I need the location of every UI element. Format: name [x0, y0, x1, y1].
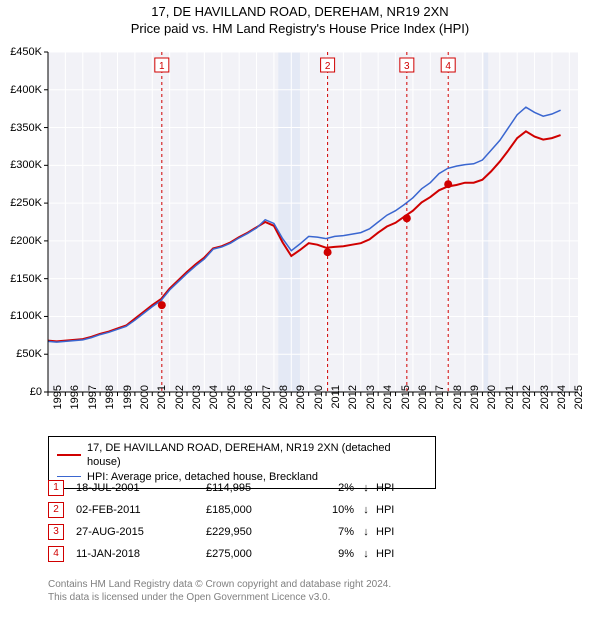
- x-tick-label: 2010: [313, 385, 325, 415]
- plot-background: [48, 52, 578, 392]
- y-tick-label: £300K: [2, 159, 42, 171]
- x-tick-label: 2021: [504, 385, 516, 415]
- recession-band: [484, 52, 488, 392]
- sale-row-marker: 2: [48, 502, 64, 518]
- sale-row-hpi: HPI: [376, 526, 406, 538]
- x-tick-label: 2004: [208, 385, 220, 415]
- down-arrow-icon: ↓: [356, 482, 376, 494]
- x-tick-label: 2019: [469, 385, 481, 415]
- x-tick-label: 2016: [417, 385, 429, 415]
- sale-marker-number: 4: [445, 61, 451, 72]
- x-tick-label: 2002: [174, 385, 186, 415]
- sale-row-marker: 1: [48, 480, 64, 496]
- x-tick-label: 2023: [539, 385, 551, 415]
- sale-marker-number: 2: [325, 61, 331, 72]
- sale-row-price: £229,950: [206, 526, 306, 538]
- root: 17, DE HAVILLAND ROAD, DEREHAM, NR19 2XN…: [0, 4, 600, 620]
- sale-marker-dot: [403, 214, 411, 222]
- sale-marker-number: 3: [404, 61, 410, 72]
- sales-row: 2 02-FEB-2011£185,00010%↓HPI: [48, 502, 406, 518]
- sale-row-price: £185,000: [206, 504, 306, 516]
- attribution: Contains HM Land Registry data © Crown c…: [48, 578, 391, 604]
- sale-row-date: 18-JUL-2001: [76, 482, 206, 494]
- x-tick-label: 2009: [295, 385, 307, 415]
- attribution-line-2: This data is licensed under the Open Gov…: [48, 591, 391, 604]
- x-tick-label: 2013: [365, 385, 377, 415]
- sale-marker-dot: [158, 301, 166, 309]
- sale-row-price: £275,000: [206, 548, 306, 560]
- sale-marker-dot: [324, 248, 332, 256]
- x-tick-label: 2012: [347, 385, 359, 415]
- down-arrow-icon: ↓: [356, 526, 376, 538]
- x-tick-label: 2025: [573, 385, 585, 415]
- sale-row-date: 11-JAN-2018: [76, 548, 206, 560]
- x-tick-label: 1996: [69, 385, 81, 415]
- y-tick-label: £200K: [2, 235, 42, 247]
- down-arrow-icon: ↓: [356, 548, 376, 560]
- sale-row-pct: 10%: [306, 504, 356, 516]
- y-tick-label: £50K: [2, 348, 42, 360]
- sale-row-hpi: HPI: [376, 548, 406, 560]
- x-tick-label: 2018: [452, 385, 464, 415]
- x-tick-label: 2007: [261, 385, 273, 415]
- sale-row-pct: 2%: [306, 482, 356, 494]
- x-tick-label: 2020: [486, 385, 498, 415]
- x-tick-label: 2003: [191, 385, 203, 415]
- sale-row-hpi: HPI: [376, 482, 406, 494]
- attribution-line-1: Contains HM Land Registry data © Crown c…: [48, 578, 391, 591]
- sale-row-pct: 7%: [306, 526, 356, 538]
- x-tick-label: 2006: [243, 385, 255, 415]
- x-tick-label: 1997: [87, 385, 99, 415]
- x-tick-label: 1995: [52, 385, 64, 415]
- x-tick-label: 2011: [330, 385, 342, 415]
- recession-band: [278, 52, 300, 392]
- y-tick-label: £450K: [2, 46, 42, 58]
- sale-marker-dot: [444, 180, 452, 188]
- y-tick-label: £350K: [2, 122, 42, 134]
- sale-row-pct: 9%: [306, 548, 356, 560]
- y-tick-label: £0: [2, 386, 42, 398]
- sales-row: 4 11-JAN-2018£275,0009%↓HPI: [48, 546, 406, 562]
- y-tick-label: £150K: [2, 273, 42, 285]
- chart-svg: 1 2 3 4: [0, 4, 600, 434]
- x-tick-label: 2008: [278, 385, 290, 415]
- x-tick-label: 1998: [104, 385, 116, 415]
- sale-row-price: £114,995: [206, 482, 306, 494]
- y-tick-label: £400K: [2, 84, 42, 96]
- x-tick-label: 2017: [434, 385, 446, 415]
- sale-marker-number: 1: [159, 61, 165, 72]
- legend-swatch: [57, 454, 81, 456]
- x-tick-label: 2024: [556, 385, 568, 415]
- x-tick-label: 2000: [139, 385, 151, 415]
- sale-row-date: 27-AUG-2015: [76, 526, 206, 538]
- x-tick-label: 2014: [382, 385, 394, 415]
- sales-row: 1 18-JUL-2001£114,9952%↓HPI: [48, 480, 406, 496]
- y-tick-label: £100K: [2, 310, 42, 322]
- sale-row-date: 02-FEB-2011: [76, 504, 206, 516]
- x-tick-label: 2015: [400, 385, 412, 415]
- legend-swatch: [57, 476, 81, 477]
- legend-label: 17, DE HAVILLAND ROAD, DEREHAM, NR19 2XN…: [87, 441, 427, 470]
- legend-row: 17, DE HAVILLAND ROAD, DEREHAM, NR19 2XN…: [57, 441, 427, 470]
- sales-row: 3 27-AUG-2015£229,9507%↓HPI: [48, 524, 406, 540]
- down-arrow-icon: ↓: [356, 504, 376, 516]
- x-tick-label: 1999: [122, 385, 134, 415]
- sale-row-marker: 4: [48, 546, 64, 562]
- x-tick-label: 2005: [226, 385, 238, 415]
- x-tick-label: 2001: [156, 385, 168, 415]
- sale-row-marker: 3: [48, 524, 64, 540]
- x-tick-label: 2022: [521, 385, 533, 415]
- sale-row-hpi: HPI: [376, 504, 406, 516]
- y-tick-label: £250K: [2, 197, 42, 209]
